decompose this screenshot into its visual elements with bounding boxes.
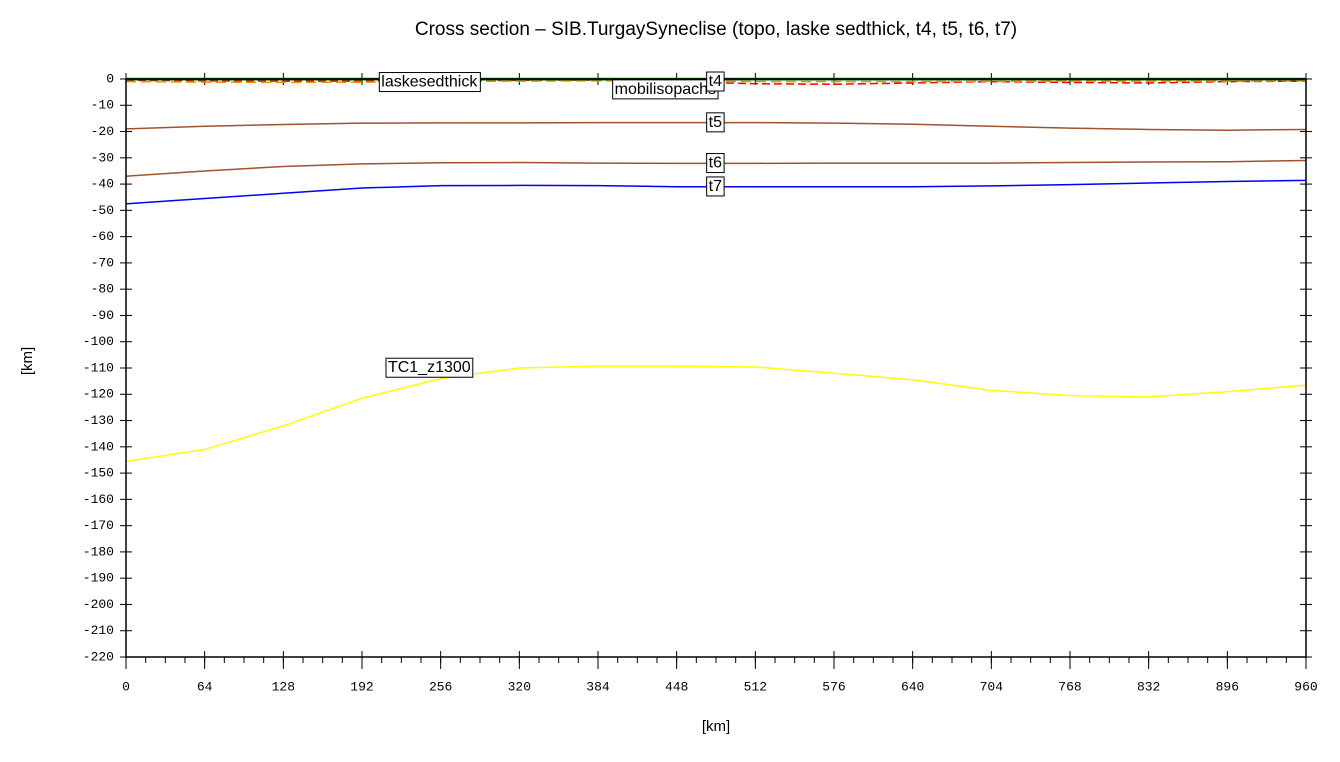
- y-tick-label: -80: [91, 282, 114, 297]
- y-tick-label: -160: [83, 492, 114, 507]
- series-label: laskesedthick: [381, 74, 478, 91]
- x-tick-label: 128: [272, 679, 295, 694]
- chart-title: Cross section – SIB.TurgaySyneclise (top…: [415, 19, 1017, 40]
- y-tick-label: -170: [83, 518, 114, 533]
- label-box: [706, 71, 725, 92]
- x-tick-label: 320: [508, 679, 531, 694]
- y-tick-label: -200: [83, 597, 114, 612]
- x-tick-label: 576: [822, 679, 845, 694]
- label-box: [385, 357, 474, 378]
- y-tick-label: -50: [91, 203, 114, 218]
- x-tick-label: 64: [197, 679, 213, 694]
- x-tick-label: 448: [665, 679, 688, 694]
- y-tick-label: -70: [91, 255, 114, 270]
- series-label: t4: [709, 73, 722, 90]
- x-axis-label: [km]: [702, 718, 730, 735]
- x-tick-label: 640: [901, 679, 924, 694]
- y-tick-label: -100: [83, 334, 114, 349]
- series-label: t6: [709, 155, 722, 172]
- y-tick-label: -130: [83, 413, 114, 428]
- y-tick-label: -180: [83, 544, 114, 559]
- y-tick-label: 0: [106, 71, 114, 86]
- x-tick-label: 832: [1137, 679, 1160, 694]
- label-box: [706, 176, 725, 197]
- y-tick-label: -210: [83, 623, 114, 638]
- x-tick-label: 0: [122, 679, 130, 694]
- y-tick-label: -190: [83, 571, 114, 586]
- x-tick-label: 896: [1216, 679, 1239, 694]
- y-tick-label: -30: [91, 150, 114, 165]
- y-tick-label: -150: [83, 466, 114, 481]
- y-tick-label: -140: [83, 439, 114, 454]
- y-tick-label: -110: [83, 360, 114, 375]
- label-box: [706, 112, 725, 133]
- x-tick-label: 704: [980, 679, 1004, 694]
- series-label: t5: [709, 114, 722, 131]
- y-tick-label: -20: [91, 124, 114, 139]
- x-tick-label: 960: [1294, 679, 1317, 694]
- y-axis-label: [km]: [19, 347, 36, 375]
- series-line: [125, 365, 1307, 463]
- x-tick-label: 192: [350, 679, 373, 694]
- y-tick-label: -60: [91, 229, 114, 244]
- series-label: t7: [709, 178, 722, 195]
- y-tick-label: -120: [83, 387, 114, 402]
- x-tick-label: 256: [429, 679, 452, 694]
- y-tick-label: -40: [91, 177, 114, 192]
- y-tick-label: -220: [83, 649, 114, 664]
- x-tick-label: 512: [744, 679, 767, 694]
- label-box: [706, 153, 725, 174]
- y-tick-label: -10: [91, 98, 114, 113]
- x-tick-label: 384: [586, 679, 610, 694]
- x-tick-label: 768: [1058, 679, 1081, 694]
- label-box: [378, 72, 481, 93]
- series-label: TC1_z1300: [388, 359, 471, 376]
- series-label: mobilisopachs: [615, 81, 716, 98]
- y-tick-label: -90: [91, 308, 114, 323]
